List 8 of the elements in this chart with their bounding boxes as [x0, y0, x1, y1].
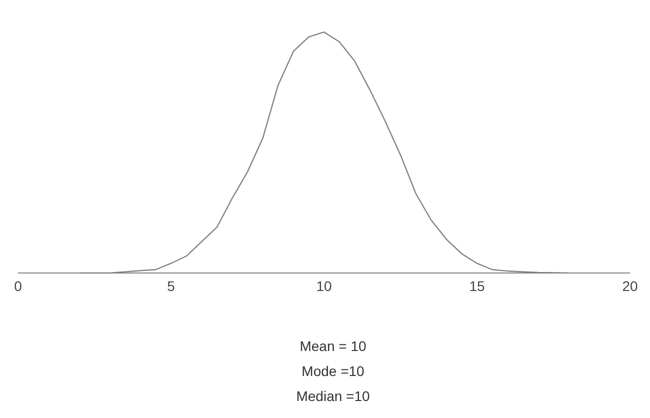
text: Mean = 10 [298, 338, 368, 354]
text: Mode =10 [300, 363, 366, 379]
x-tick-label: 10 [316, 278, 332, 294]
text: Median =10 [295, 388, 371, 404]
x-tick-label: 0 [14, 278, 22, 294]
x-tick-label: 20 [622, 278, 638, 294]
x-tick-label: 5 [167, 278, 176, 294]
x-tick-label: 15 [469, 278, 485, 294]
